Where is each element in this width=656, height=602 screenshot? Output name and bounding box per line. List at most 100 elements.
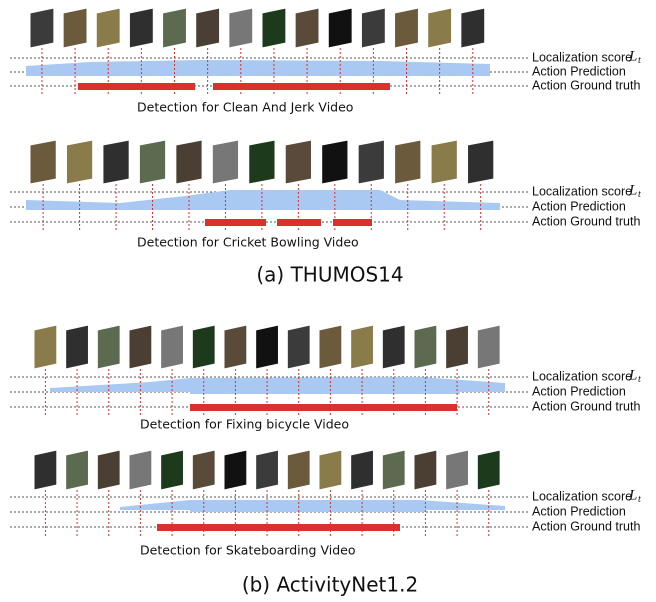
video-frame	[255, 449, 279, 491]
legend-score: Localization score	[532, 50, 632, 64]
video-frame	[445, 324, 469, 370]
action-prediction	[190, 508, 425, 512]
legend-prediction: Action Prediction	[532, 64, 626, 78]
video-frame	[211, 139, 240, 185]
video-frame	[29, 139, 57, 185]
localization-score	[26, 190, 500, 210]
video-frame	[381, 324, 406, 370]
legend-prediction: Action Prediction	[532, 384, 626, 398]
video-frame	[33, 449, 58, 491]
video-frame	[29, 7, 55, 49]
video-frame	[284, 139, 312, 185]
video-frame	[261, 7, 287, 49]
video-frame	[33, 324, 58, 370]
legend-subscript: t	[638, 494, 641, 505]
ground-truth	[213, 83, 390, 90]
video-title: Detection for Clean And Jerk Video	[137, 100, 353, 115]
video-frame	[394, 7, 419, 49]
localization-score	[50, 377, 505, 392]
legend-score: Localization score	[532, 369, 632, 383]
video-frame	[321, 139, 349, 185]
action-prediction	[26, 68, 490, 72]
video-frame	[360, 7, 386, 49]
video-frame	[413, 449, 438, 491]
legend-subscript: t	[638, 374, 641, 385]
ground-truth	[78, 83, 195, 90]
video-frame	[381, 449, 406, 491]
video-frame	[248, 139, 276, 185]
video-frame	[445, 449, 469, 491]
video-title: Detection for Fixing bicycle Video	[140, 417, 349, 432]
video-frame	[427, 7, 453, 49]
video-frame	[357, 139, 385, 185]
video-frame	[327, 7, 353, 49]
legend-score: Localization score	[532, 184, 632, 198]
legend-symbol: L	[628, 182, 637, 198]
video-frame	[62, 7, 88, 49]
video-frame	[430, 139, 458, 185]
video-frame	[223, 449, 248, 491]
legend-prediction: Action Prediction	[532, 199, 626, 213]
video-frame	[160, 449, 184, 491]
video-frame	[65, 324, 89, 370]
video-frame	[128, 449, 153, 491]
legend-score: Localization score	[532, 489, 632, 503]
legend-subscript: t	[638, 55, 641, 66]
localization-score	[120, 500, 505, 510]
video-frame	[394, 139, 422, 185]
video-frame	[160, 324, 184, 370]
video-frame	[65, 449, 89, 491]
ground-truth	[157, 524, 400, 531]
video-title: Detection for Skateboarding Video	[140, 543, 356, 558]
video-frame	[102, 139, 130, 185]
video-frame	[476, 449, 501, 491]
ground-truth	[333, 219, 372, 226]
panel-caption: (a) THUMOS14	[256, 263, 403, 287]
ground-truth	[205, 219, 266, 226]
legend-subscript: t	[638, 189, 641, 200]
video-frame	[294, 7, 320, 49]
ground-truth	[277, 219, 321, 226]
video-title: Detection for Cricket Bowling Video	[137, 235, 359, 250]
legend-symbol: L	[628, 487, 637, 503]
legend-prediction: Action Prediction	[532, 504, 626, 518]
video-frame	[318, 324, 343, 370]
ground-truth	[190, 404, 457, 411]
legend-ground-truth: Action Ground truth	[532, 399, 640, 413]
legend-ground-truth: Action Ground truth	[532, 519, 640, 533]
video-frame	[191, 449, 216, 491]
action-prediction	[190, 390, 460, 394]
legend-ground-truth: Action Ground truth	[532, 78, 640, 92]
panel-caption: (b) ActivityNet1.2	[242, 573, 418, 597]
video-frame	[350, 449, 374, 491]
legend-symbol: L	[628, 367, 637, 383]
video-frame	[318, 449, 343, 491]
video-frame	[413, 324, 438, 370]
video-frame	[138, 139, 167, 185]
video-frame	[65, 139, 94, 185]
video-frame	[286, 324, 311, 370]
video-frame	[162, 7, 187, 49]
video-frame	[128, 324, 153, 370]
video-frame	[460, 7, 486, 49]
video-frame	[228, 7, 254, 49]
video-frame	[476, 324, 501, 370]
legend-ground-truth: Action Ground truth	[532, 214, 640, 228]
video-frame	[286, 449, 311, 491]
video-frame	[223, 324, 248, 370]
video-frame	[350, 324, 374, 370]
video-frame	[95, 7, 121, 49]
video-frame	[467, 139, 495, 185]
legend-symbol: L	[628, 48, 637, 64]
video-frame	[191, 324, 216, 370]
video-frame	[195, 7, 221, 49]
video-frame	[175, 139, 203, 185]
video-frame	[255, 324, 279, 370]
video-frame	[96, 324, 121, 370]
video-frame	[128, 7, 154, 49]
